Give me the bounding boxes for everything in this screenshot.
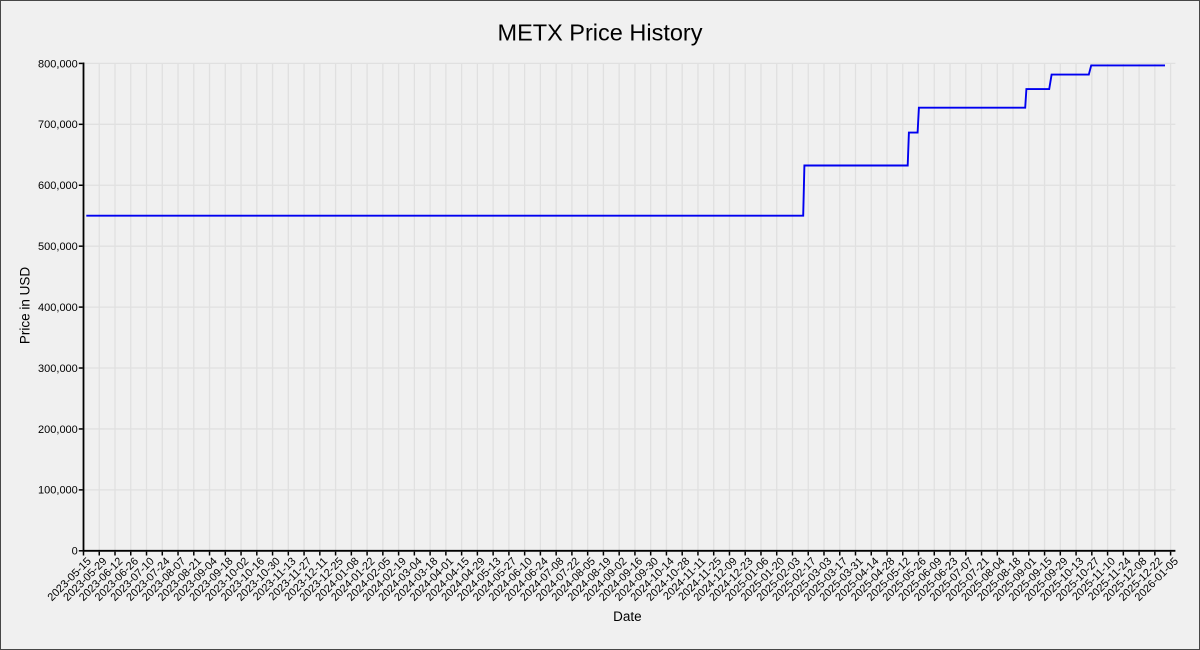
- svg-text:100,000: 100,000: [38, 485, 78, 497]
- svg-text:200,000: 200,000: [38, 424, 78, 436]
- svg-text:600,000: 600,000: [38, 180, 78, 192]
- svg-text:400,000: 400,000: [38, 302, 78, 314]
- svg-text:700,000: 700,000: [38, 119, 78, 131]
- svg-text:Price in USD: Price in USD: [18, 267, 33, 345]
- svg-text:300,000: 300,000: [38, 363, 78, 375]
- svg-text:500,000: 500,000: [38, 241, 78, 253]
- svg-text:800,000: 800,000: [38, 58, 78, 70]
- svg-text:0: 0: [72, 546, 78, 558]
- svg-text:Date: Date: [613, 609, 642, 624]
- svg-text:METX Price History: METX Price History: [498, 19, 703, 45]
